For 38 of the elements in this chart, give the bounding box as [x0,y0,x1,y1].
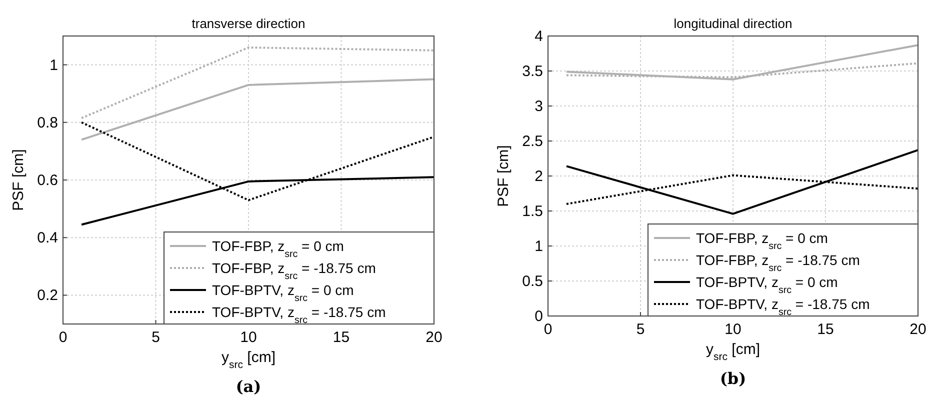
y-tick-label: 0 [534,308,543,325]
legend-label: TOF-FBP, z$_{src}$ = 0 cm [212,238,344,260]
chart-title: transverse direction [192,16,306,31]
y-tick-label: 0.8 [37,114,58,132]
y-tick-label: 0.5 [522,273,543,290]
x-tick-label: 20 [910,321,926,338]
legend-label: TOF-FBP, z$_{src}$ = 0 cm [696,230,828,252]
y-tick-label: 2 [534,168,543,185]
chart-title: longitudinal direction [674,16,792,31]
x-tick-label: 20 [426,329,442,346]
x-axis-title: y$_{src}$ [cm] [222,349,276,371]
y-axis-title: PSF [cm] [495,145,512,207]
legend-label: TOF-FBP, z$_{src}$ = -18.75 cm [696,252,860,274]
text: (a) [236,377,262,396]
y-axis-title: PSF [cm] [10,149,27,211]
y-tick-label: 0.2 [37,287,58,304]
legend-label: TOF-BPTV, z$_{src}$ = 0 cm [696,274,838,296]
y-tick-label: 4 [534,28,543,45]
y-tick-label: 1 [534,238,543,255]
x-tick-label: 15 [332,329,350,346]
y-tick-label: 2.5 [522,133,543,150]
y-tick-label: 1.5 [522,203,543,220]
text: (b) [720,369,746,388]
x-tick-label: 15 [817,321,834,338]
x-tick-label: 5 [152,329,160,346]
legend-label: TOF-BPTV, z$_{src}$ = -18.75 cm [212,304,386,326]
legend-label: TOF-BPTV, z$_{src}$ = -18.75 cm [696,296,870,318]
x-tick-label: 10 [724,321,742,338]
y-tick-label: 3.5 [522,63,543,80]
y-tick-label: 0.4 [37,230,58,247]
x-axis-title: y$_{src}$ [cm] [706,341,760,363]
legend-label: TOF-FBP, z$_{src}$ = -18.75 cm [212,260,376,282]
x-tick-label: 5 [636,321,645,338]
y-tick-label: 0.6 [37,172,58,189]
y-tick-label: 1 [50,56,58,74]
x-tick-label: 10 [240,329,257,346]
y-tick-label: 3 [534,98,543,115]
legend-label: TOF-BPTV, z$_{src}$ = 0 cm [212,282,354,304]
